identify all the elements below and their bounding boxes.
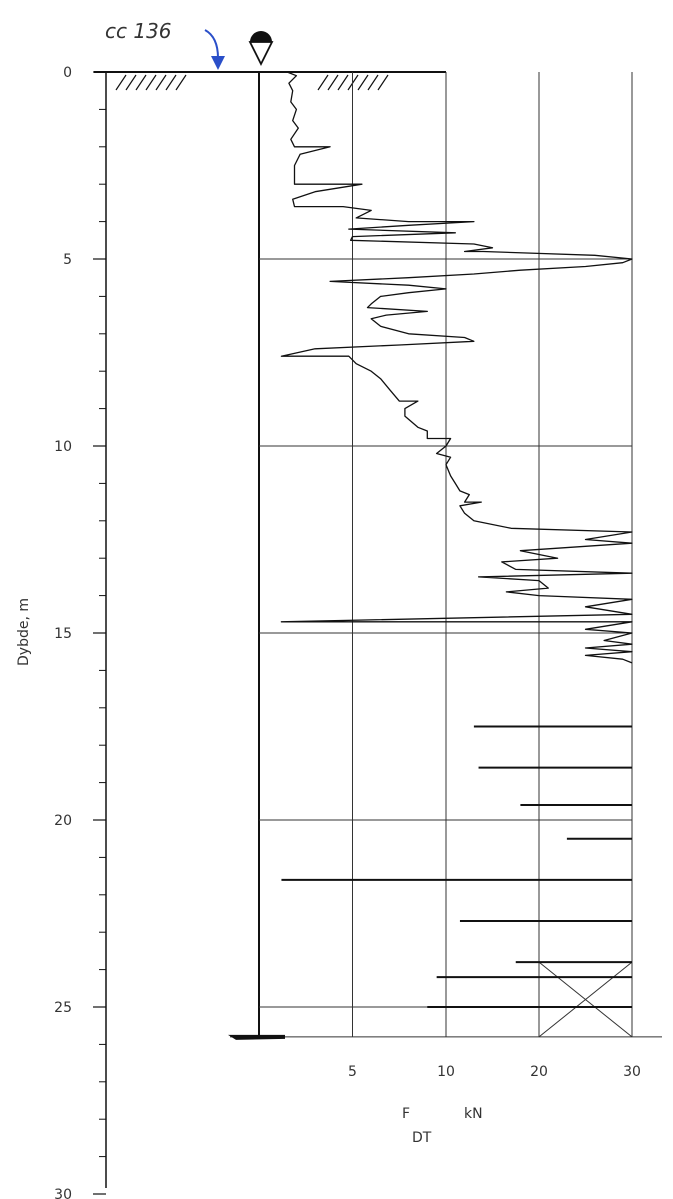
overrun-diagonal [538, 961, 633, 1038]
x-axis-label-unit: kN [464, 1106, 483, 1122]
x-tick-label: 10 [437, 1064, 455, 1080]
y-tick-label: 5 [63, 252, 72, 268]
penetrometer-icon [248, 31, 274, 67]
x-axis-label-sub: DT [412, 1130, 432, 1146]
hatch-mark [367, 74, 379, 91]
plot-frame [228, 72, 662, 1040]
y-tick-label: 0 [63, 65, 72, 81]
hatch-mark [165, 74, 177, 91]
left-axis: 0 5 10 15 20 25 30 Dybde, m [16, 65, 107, 1199]
hatch-mark [155, 74, 167, 91]
ground-surface [94, 71, 446, 91]
hatch-mark [327, 74, 339, 91]
hatch-mark [317, 74, 329, 91]
cone-cap-icon [250, 31, 272, 42]
y-axis-label: Dybde, m [16, 598, 32, 666]
annotation-text: cc 136 [105, 19, 172, 43]
hatch-mark [357, 74, 369, 91]
x-tick-label: 20 [530, 1064, 548, 1080]
hatch-mark [125, 74, 137, 91]
y-tick-label: 15 [54, 626, 72, 642]
x-tick-group: 5 10 20 30 [348, 1064, 641, 1080]
hatch-mark [135, 74, 147, 91]
hatch-mark [145, 74, 157, 91]
y-tick-label: 25 [54, 1000, 72, 1016]
y-tick-label: 30 [54, 1187, 72, 1199]
ground-hatch-group [115, 74, 389, 91]
y-tick-label: 20 [54, 813, 72, 829]
overrun-marks [538, 961, 633, 1038]
hatch-mark [377, 74, 389, 91]
x-axis-label-group: F DT kN [402, 1106, 483, 1146]
hatch-mark [115, 74, 127, 91]
hatch-mark [175, 74, 187, 91]
y-tick-group: 0 5 10 15 20 25 30 [54, 65, 106, 1199]
cone-tip-icon [248, 41, 274, 67]
x-axis-label-main: F [402, 1106, 410, 1122]
spike-group [281, 725, 632, 1008]
series-line [280, 71, 633, 664]
rod-end-mark [228, 1034, 285, 1040]
annotation-group: cc 136 [105, 19, 225, 70]
annotation-arrow [204, 29, 219, 59]
series-group [280, 71, 633, 664]
x-tick-label: 5 [348, 1064, 357, 1080]
annotation-arrowhead [211, 56, 225, 70]
x-tick-label: 30 [623, 1064, 641, 1080]
hatch-mark [337, 74, 349, 91]
y-tick-label: 10 [54, 439, 72, 455]
